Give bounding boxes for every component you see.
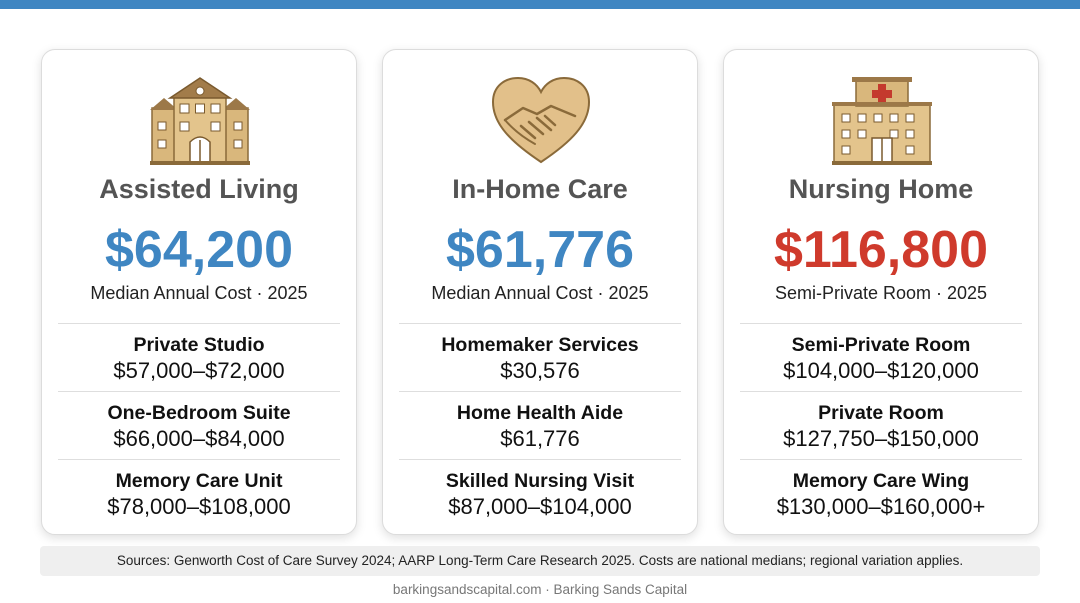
cost-breakdown-list: Homemaker Services $30,576 Home Health A… <box>399 323 681 527</box>
item-value: $78,000–$108,000 <box>107 494 291 519</box>
sources-note: Sources: Genworth Cost of Care Survey 20… <box>40 546 1040 576</box>
list-item: Memory Care Wing $130,000–$160,000+ <box>740 459 1022 527</box>
median-cost-value: $61,776 <box>446 221 634 279</box>
median-cost-value: $116,800 <box>773 221 989 279</box>
card-title: Assisted Living <box>99 174 299 204</box>
item-label: Private Studio <box>133 334 265 356</box>
item-label: Memory Care Wing <box>792 470 970 492</box>
item-label: Homemaker Services <box>441 334 639 356</box>
median-cost-value: $64,200 <box>105 221 293 279</box>
card-nursing-home: Nursing Home $116,800 Semi-Private Room … <box>723 49 1039 535</box>
item-label: Semi-Private Room <box>791 334 971 356</box>
hospital-icon <box>832 76 932 166</box>
cost-caption: Median Annual Cost · 2025 <box>431 283 649 303</box>
item-label: Private Room <box>818 402 944 424</box>
item-value: $130,000–$160,000+ <box>776 494 986 519</box>
list-item: Private Studio $57,000–$72,000 <box>58 323 340 391</box>
item-value: $30,576 <box>500 358 580 383</box>
item-value: $57,000–$72,000 <box>113 358 285 383</box>
cost-caption: Semi-Private Room · 2025 <box>774 283 988 303</box>
item-value: $61,776 <box>500 426 580 451</box>
card-in-home-care: In-Home Care $61,776 Median Annual Cost … <box>382 49 698 535</box>
house-icon <box>150 76 250 166</box>
cost-caption: Median Annual Cost · 2025 <box>90 283 308 303</box>
list-item: One-Bedroom Suite $66,000–$84,000 <box>58 391 340 459</box>
item-value: $66,000–$84,000 <box>113 426 285 451</box>
list-item: Home Health Aide $61,776 <box>399 391 681 459</box>
item-label: Home Health Aide <box>456 402 624 424</box>
list-item: Private Room $127,750–$150,000 <box>740 391 1022 459</box>
cost-breakdown-list: Private Studio $57,000–$72,000 One-Bedro… <box>58 323 340 527</box>
card-title: In-Home Care <box>452 174 628 204</box>
list-item: Homemaker Services $30,576 <box>399 323 681 391</box>
list-item: Semi-Private Room $104,000–$120,000 <box>740 323 1022 391</box>
card-title: Nursing Home <box>788 174 974 204</box>
item-value: $127,750–$150,000 <box>783 426 979 451</box>
cost-breakdown-list: Semi-Private Room $104,000–$120,000 Priv… <box>740 323 1022 527</box>
item-label: One-Bedroom Suite <box>107 402 291 424</box>
heart-handshake-icon <box>491 76 591 166</box>
card-assisted-living: Assisted Living $64,200 Median Annual Co… <box>41 49 357 535</box>
item-value: $104,000–$120,000 <box>783 358 979 383</box>
item-label: Memory Care Unit <box>115 470 283 492</box>
item-value: $87,000–$104,000 <box>448 494 632 519</box>
footer-credit: barkingsandscapital.com · Barking Sands … <box>392 582 688 597</box>
list-item: Skilled Nursing Visit $87,000–$104,000 <box>399 459 681 527</box>
list-item: Memory Care Unit $78,000–$108,000 <box>58 459 340 527</box>
top-accent-bar <box>0 0 1080 9</box>
item-label: Skilled Nursing Visit <box>445 470 635 492</box>
